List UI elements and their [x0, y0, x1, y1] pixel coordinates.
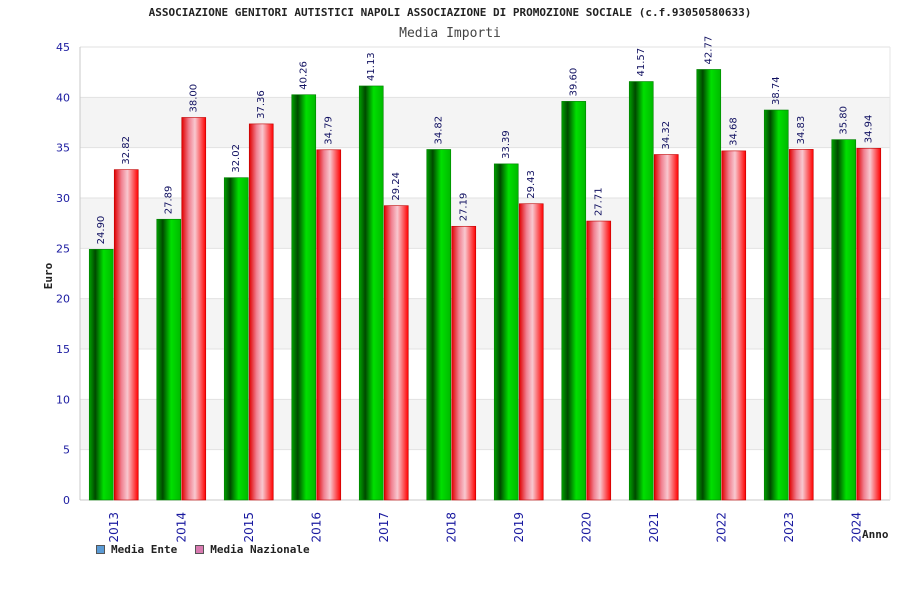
data-label: 34.68: [729, 117, 740, 146]
bar-media-nazionale: [248, 123, 274, 501]
data-label: 42.77: [704, 36, 715, 65]
legend: Media Ente Media Nazionale: [96, 543, 310, 556]
y-tick-label: 10: [56, 393, 70, 406]
x-tick-label: 2013: [107, 512, 121, 543]
data-label: 32.02: [231, 144, 242, 173]
bar-media-ente: [628, 81, 654, 501]
axes: [79, 47, 891, 501]
y-tick-label: 30: [56, 192, 70, 205]
background-band: [80, 198, 890, 249]
x-axis-label: Anno: [862, 528, 889, 541]
x-tick-label: 2014: [174, 512, 188, 543]
bar-media-nazionale: [451, 225, 477, 501]
x-axis-ticks: 2013 2014 2015 2016 2017 2018 2019 2020 2021 2022…: [107, 512, 864, 543]
legend-swatch-nazionale: [195, 545, 205, 554]
x-tick-label: 2024: [849, 512, 863, 543]
bar-media-ente: [561, 101, 587, 501]
data-label: 37.36: [256, 90, 267, 119]
legend-swatch-ente: [96, 545, 105, 554]
background-band: [80, 298, 890, 349]
data-label: 40.26: [299, 61, 310, 90]
bar-media-nazionale: [788, 149, 814, 501]
data-label: 27.71: [594, 187, 605, 216]
bar-media-ente: [358, 85, 384, 501]
y-tick-label: 45: [56, 41, 70, 54]
data-label: 38.74: [771, 76, 782, 105]
chart-title: ASSOCIAZIONE GENITORI AUTISTICI NAPOLI A…: [148, 6, 752, 19]
y-tick-label: 40: [56, 91, 70, 104]
background-band: [80, 399, 890, 450]
plot-background-bands: [80, 97, 890, 450]
data-label: 29.24: [391, 172, 402, 201]
data-label: 41.57: [636, 48, 647, 77]
y-axis-ticks: 0 5 10 15 20 25 30 35 40 45: [56, 41, 70, 507]
legend-label-nazionale: Media Nazionale: [210, 543, 310, 556]
bar-media-nazionale: [721, 150, 747, 501]
bar-media-ente: [291, 94, 317, 501]
legend-item-ente: Media Ente: [96, 543, 177, 556]
y-axis-label: Euro: [42, 262, 55, 289]
x-tick-label: 2023: [782, 512, 796, 543]
legend-item-nazionale: Media Nazionale: [195, 543, 310, 556]
data-label: 41.13: [366, 52, 377, 81]
data-label: 34.94: [864, 115, 875, 144]
bar-media-nazionale: [383, 205, 409, 501]
data-label: 29.43: [526, 170, 537, 199]
bar-media-nazionale: [316, 149, 342, 501]
bar-media-ente: [426, 149, 452, 501]
bar-media-ente: [223, 177, 249, 501]
data-label: 32.82: [121, 136, 132, 165]
y-tick-label: 25: [56, 242, 70, 255]
bar-media-nazionale: [113, 169, 139, 501]
x-tick-label: 2020: [579, 512, 593, 543]
y-tick-label: 35: [56, 142, 70, 155]
bar-media-nazionale: [181, 117, 207, 501]
x-tick-label: 2017: [377, 512, 391, 543]
data-label: 34.82: [434, 116, 445, 145]
bars: [88, 69, 882, 501]
data-label: 34.83: [796, 116, 807, 145]
data-labels: 24.90 32.82 27.89 38.00 32.02 37.36 40.26 34.79…: [96, 36, 875, 245]
data-label: 38.00: [189, 84, 200, 113]
bar-media-nazionale: [586, 220, 612, 501]
data-label: 27.89: [164, 186, 175, 215]
chart-subtitle: Media Importi: [399, 26, 501, 41]
x-tick-label: 2021: [647, 512, 661, 543]
bar-media-nazionale: [653, 154, 679, 501]
x-tick-label: 2022: [714, 512, 728, 543]
data-label: 27.19: [459, 193, 470, 222]
bar-media-ente: [88, 249, 114, 501]
data-label: 34.79: [324, 116, 335, 145]
data-label: 24.90: [96, 216, 107, 245]
gridlines: [80, 46, 890, 501]
y-tick-label: 15: [56, 343, 70, 356]
background-band: [80, 97, 890, 148]
x-tick-label: 2015: [242, 512, 256, 543]
bar-media-nazionale: [856, 147, 882, 501]
y-tick-label: 0: [63, 494, 70, 507]
data-label: 39.60: [569, 68, 580, 97]
x-tick-label: 2016: [309, 512, 323, 543]
y-tick-label: 5: [63, 444, 70, 457]
data-label: 34.32: [661, 121, 672, 150]
x-tick-label: 2019: [512, 512, 526, 543]
bar-media-ente: [156, 218, 182, 501]
bar-media-ente: [763, 109, 789, 501]
x-tick-label: 2018: [444, 512, 458, 543]
bar-media-nazionale: [518, 203, 544, 501]
y-tick-label: 20: [56, 293, 70, 306]
bar-media-ente: [831, 139, 857, 501]
bar-media-ente: [493, 163, 519, 501]
legend-label-ente: Media Ente: [111, 543, 178, 556]
bar-media-ente: [696, 69, 722, 501]
data-label: 35.80: [839, 106, 850, 135]
data-label: 33.39: [501, 130, 512, 159]
